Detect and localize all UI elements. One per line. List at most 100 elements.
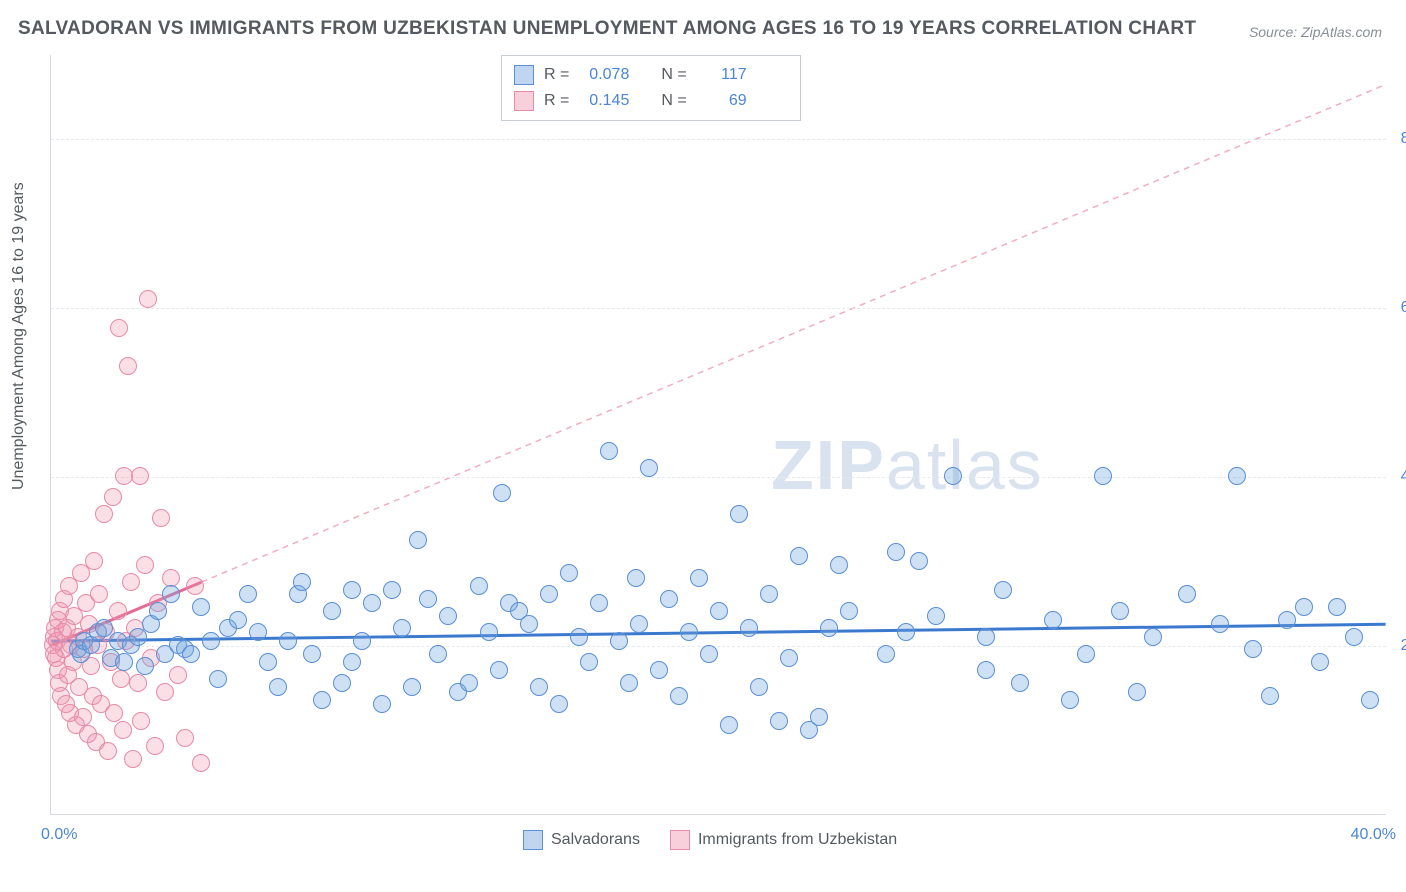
- scatter-point-salvadorans: [1295, 598, 1313, 616]
- scatter-point-uzbekistan: [152, 509, 170, 527]
- scatter-point-salvadorans: [760, 585, 778, 603]
- n-label: N =: [661, 66, 686, 84]
- scatter-point-salvadorans: [1111, 602, 1129, 620]
- salvadorans-n-value: 117: [697, 66, 747, 84]
- scatter-point-salvadorans: [192, 598, 210, 616]
- y-tick-label: 40.0%: [1401, 468, 1406, 486]
- scatter-point-salvadorans: [249, 623, 267, 641]
- scatter-point-salvadorans: [897, 623, 915, 641]
- scatter-point-salvadorans: [550, 695, 568, 713]
- scatter-point-salvadorans: [790, 547, 808, 565]
- scatter-point-salvadorans: [343, 581, 361, 599]
- scatter-point-salvadorans: [690, 569, 708, 587]
- scatter-point-salvadorans: [493, 484, 511, 502]
- y-tick-label: 60.0%: [1401, 299, 1406, 317]
- scatter-point-salvadorans: [149, 602, 167, 620]
- scatter-point-salvadorans: [750, 678, 768, 696]
- scatter-point-salvadorans: [830, 556, 848, 574]
- scatter-point-uzbekistan: [122, 573, 140, 591]
- scatter-point-salvadorans: [353, 632, 371, 650]
- scatter-point-salvadorans: [1328, 598, 1346, 616]
- n-label: N =: [661, 92, 686, 110]
- scatter-point-salvadorans: [670, 687, 688, 705]
- swatch-uzbekistan-icon: [514, 91, 534, 111]
- x-tick-max: 40.0%: [1351, 826, 1396, 844]
- scatter-point-salvadorans: [1244, 640, 1262, 658]
- scatter-point-salvadorans: [610, 632, 628, 650]
- scatter-point-salvadorans: [627, 569, 645, 587]
- scatter-point-salvadorans: [373, 695, 391, 713]
- scatter-point-uzbekistan: [119, 357, 137, 375]
- scatter-point-salvadorans: [520, 615, 538, 633]
- scatter-point-salvadorans: [1094, 467, 1112, 485]
- watermark: ZIPatlas: [771, 425, 1044, 505]
- scatter-point-salvadorans: [303, 645, 321, 663]
- scatter-point-uzbekistan: [176, 729, 194, 747]
- scatter-point-uzbekistan: [146, 737, 164, 755]
- scatter-point-salvadorans: [393, 619, 411, 637]
- scatter-point-uzbekistan: [124, 750, 142, 768]
- scatter-point-salvadorans: [1128, 683, 1146, 701]
- gridline: [51, 646, 1386, 647]
- scatter-point-salvadorans: [660, 590, 678, 608]
- gridline: [51, 139, 1386, 140]
- scatter-point-salvadorans: [490, 661, 508, 679]
- scatter-point-salvadorans: [409, 531, 427, 549]
- scatter-point-salvadorans: [209, 670, 227, 688]
- scatter-point-salvadorans: [570, 628, 588, 646]
- scatter-point-salvadorans: [994, 581, 1012, 599]
- y-tick-label: 20.0%: [1401, 637, 1406, 655]
- scatter-point-salvadorans: [182, 645, 200, 663]
- scatter-point-uzbekistan: [85, 552, 103, 570]
- scatter-point-salvadorans: [162, 585, 180, 603]
- swatch-salvadorans-icon: [514, 65, 534, 85]
- scatter-point-salvadorans: [877, 645, 895, 663]
- scatter-point-salvadorans: [620, 674, 638, 692]
- scatter-point-salvadorans: [640, 459, 658, 477]
- scatter-point-salvadorans: [1345, 628, 1363, 646]
- stats-row-uzbekistan: R = 0.145 N = 69: [514, 88, 788, 114]
- scatter-point-salvadorans: [333, 674, 351, 692]
- scatter-point-salvadorans: [1178, 585, 1196, 603]
- correlation-stats-box: R = 0.078 N = 117 R = 0.145 N = 69: [501, 55, 801, 121]
- scatter-point-salvadorans: [239, 585, 257, 603]
- scatter-point-salvadorans: [229, 611, 247, 629]
- scatter-point-uzbekistan: [74, 708, 92, 726]
- uzbekistan-n-value: 69: [697, 92, 747, 110]
- scatter-point-salvadorans: [1278, 611, 1296, 629]
- y-tick-label: 80.0%: [1401, 130, 1406, 148]
- legend-swatch-pink-icon: [670, 830, 690, 850]
- scatter-point-salvadorans: [530, 678, 548, 696]
- r-label: R =: [544, 92, 569, 110]
- scatter-point-salvadorans: [363, 594, 381, 612]
- chart-title: SALVADORAN VS IMMIGRANTS FROM UZBEKISTAN…: [18, 18, 1196, 40]
- scatter-point-uzbekistan: [162, 569, 180, 587]
- scatter-point-salvadorans: [202, 632, 220, 650]
- scatter-point-uzbekistan: [132, 712, 150, 730]
- scatter-point-uzbekistan: [129, 674, 147, 692]
- scatter-point-salvadorans: [1311, 653, 1329, 671]
- scatter-point-salvadorans: [580, 653, 598, 671]
- scatter-point-salvadorans: [1261, 687, 1279, 705]
- scatter-point-uzbekistan: [156, 683, 174, 701]
- legend-swatch-blue-icon: [523, 830, 543, 850]
- scatter-point-salvadorans: [977, 661, 995, 679]
- scatter-point-salvadorans: [1011, 674, 1029, 692]
- scatter-point-salvadorans: [1061, 691, 1079, 709]
- scatter-point-salvadorans: [419, 590, 437, 608]
- scatter-point-salvadorans: [680, 623, 698, 641]
- scatter-point-salvadorans: [540, 585, 558, 603]
- scatter-point-uzbekistan: [99, 742, 117, 760]
- r-label: R =: [544, 66, 569, 84]
- scatter-point-salvadorans: [480, 623, 498, 641]
- scatter-point-salvadorans: [720, 716, 738, 734]
- legend-label-salvadorans: Salvadorans: [551, 831, 640, 849]
- scatter-plot-area: R = 0.078 N = 117 R = 0.145 N = 69 ZIPat…: [50, 55, 1386, 815]
- scatter-point-salvadorans: [740, 619, 758, 637]
- scatter-point-salvadorans: [977, 628, 995, 646]
- scatter-point-salvadorans: [460, 674, 478, 692]
- scatter-point-salvadorans: [700, 645, 718, 663]
- scatter-point-salvadorans: [944, 467, 962, 485]
- x-tick-min: 0.0%: [41, 826, 77, 844]
- scatter-point-uzbekistan: [139, 290, 157, 308]
